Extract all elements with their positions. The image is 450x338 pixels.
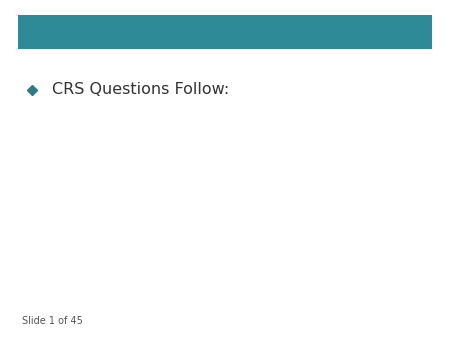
Text: Slide 1 of 45: Slide 1 of 45 xyxy=(22,316,83,326)
Bar xyxy=(18,15,432,49)
Text: CRS Questions Follow:: CRS Questions Follow: xyxy=(52,82,229,97)
